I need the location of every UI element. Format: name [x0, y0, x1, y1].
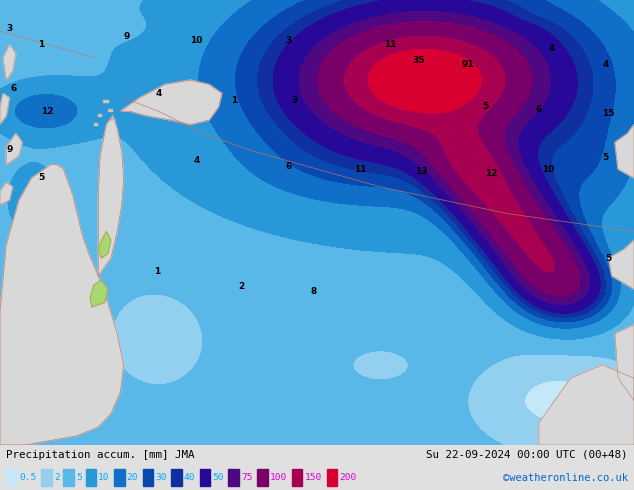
Polygon shape: [90, 280, 108, 307]
Text: 1: 1: [38, 40, 44, 49]
Text: 40: 40: [184, 473, 195, 482]
Bar: [257, 469, 268, 487]
Bar: [171, 469, 182, 487]
Text: 11: 11: [354, 165, 366, 173]
Bar: [292, 469, 302, 487]
Text: 10: 10: [542, 165, 555, 173]
Text: 11: 11: [384, 40, 396, 49]
Bar: [327, 469, 337, 487]
Text: 4: 4: [193, 156, 200, 165]
Polygon shape: [111, 119, 114, 120]
Text: 30: 30: [155, 473, 167, 482]
Bar: [143, 469, 153, 487]
Text: 35: 35: [412, 55, 425, 65]
Text: Precipitation accum. [mm] JMA: Precipitation accum. [mm] JMA: [6, 450, 195, 460]
Polygon shape: [120, 80, 222, 124]
Polygon shape: [0, 165, 124, 445]
Text: 5: 5: [38, 173, 44, 182]
Text: 100: 100: [269, 473, 287, 482]
Text: 5: 5: [602, 153, 609, 163]
Text: 3: 3: [285, 36, 292, 45]
Text: 150: 150: [304, 473, 321, 482]
Polygon shape: [615, 325, 634, 400]
Text: 15: 15: [602, 109, 615, 118]
Text: 8: 8: [311, 287, 317, 296]
Text: 5: 5: [482, 102, 488, 111]
Bar: [200, 469, 210, 487]
Bar: [114, 469, 125, 487]
Text: 12: 12: [41, 107, 54, 116]
Text: ©weatheronline.co.uk: ©weatheronline.co.uk: [503, 473, 628, 483]
Polygon shape: [615, 124, 634, 178]
Text: 20: 20: [127, 473, 138, 482]
Text: 1: 1: [231, 96, 238, 104]
Text: 2: 2: [54, 473, 60, 482]
Text: 200: 200: [339, 473, 356, 482]
Polygon shape: [103, 100, 108, 102]
Polygon shape: [98, 114, 101, 116]
Polygon shape: [6, 133, 22, 165]
Bar: [63, 469, 74, 487]
Bar: [228, 469, 239, 487]
Text: 4: 4: [602, 60, 609, 69]
Text: 5: 5: [76, 473, 82, 482]
Text: 1: 1: [154, 267, 160, 276]
Text: 9: 9: [6, 145, 13, 153]
Text: 75: 75: [241, 473, 252, 482]
Polygon shape: [98, 116, 124, 276]
Bar: [86, 469, 96, 487]
Text: 12: 12: [485, 169, 498, 178]
Polygon shape: [539, 365, 634, 445]
Text: 3: 3: [6, 24, 13, 33]
Text: 3: 3: [292, 96, 298, 104]
Text: 4: 4: [548, 45, 555, 53]
Text: 9: 9: [124, 32, 130, 41]
Text: 4: 4: [155, 89, 162, 98]
Text: 13: 13: [415, 167, 428, 176]
Polygon shape: [0, 94, 10, 124]
Text: 0.5: 0.5: [19, 473, 36, 482]
Polygon shape: [3, 45, 16, 80]
Polygon shape: [94, 123, 97, 124]
Text: 6: 6: [536, 104, 542, 114]
Text: 50: 50: [212, 473, 224, 482]
Polygon shape: [609, 240, 634, 289]
Text: 10: 10: [98, 473, 110, 482]
Text: Su 22-09-2024 00:00 UTC (00+48): Su 22-09-2024 00:00 UTC (00+48): [426, 450, 628, 460]
Text: 91: 91: [462, 60, 474, 69]
Polygon shape: [108, 109, 112, 111]
Text: 5: 5: [605, 253, 612, 263]
Bar: [41, 469, 52, 487]
Polygon shape: [0, 182, 13, 205]
Bar: [6, 469, 17, 487]
Text: 6: 6: [11, 84, 17, 94]
Text: 10: 10: [190, 36, 203, 45]
Text: 6: 6: [285, 162, 292, 171]
Polygon shape: [98, 231, 111, 258]
Text: 2: 2: [238, 282, 244, 292]
